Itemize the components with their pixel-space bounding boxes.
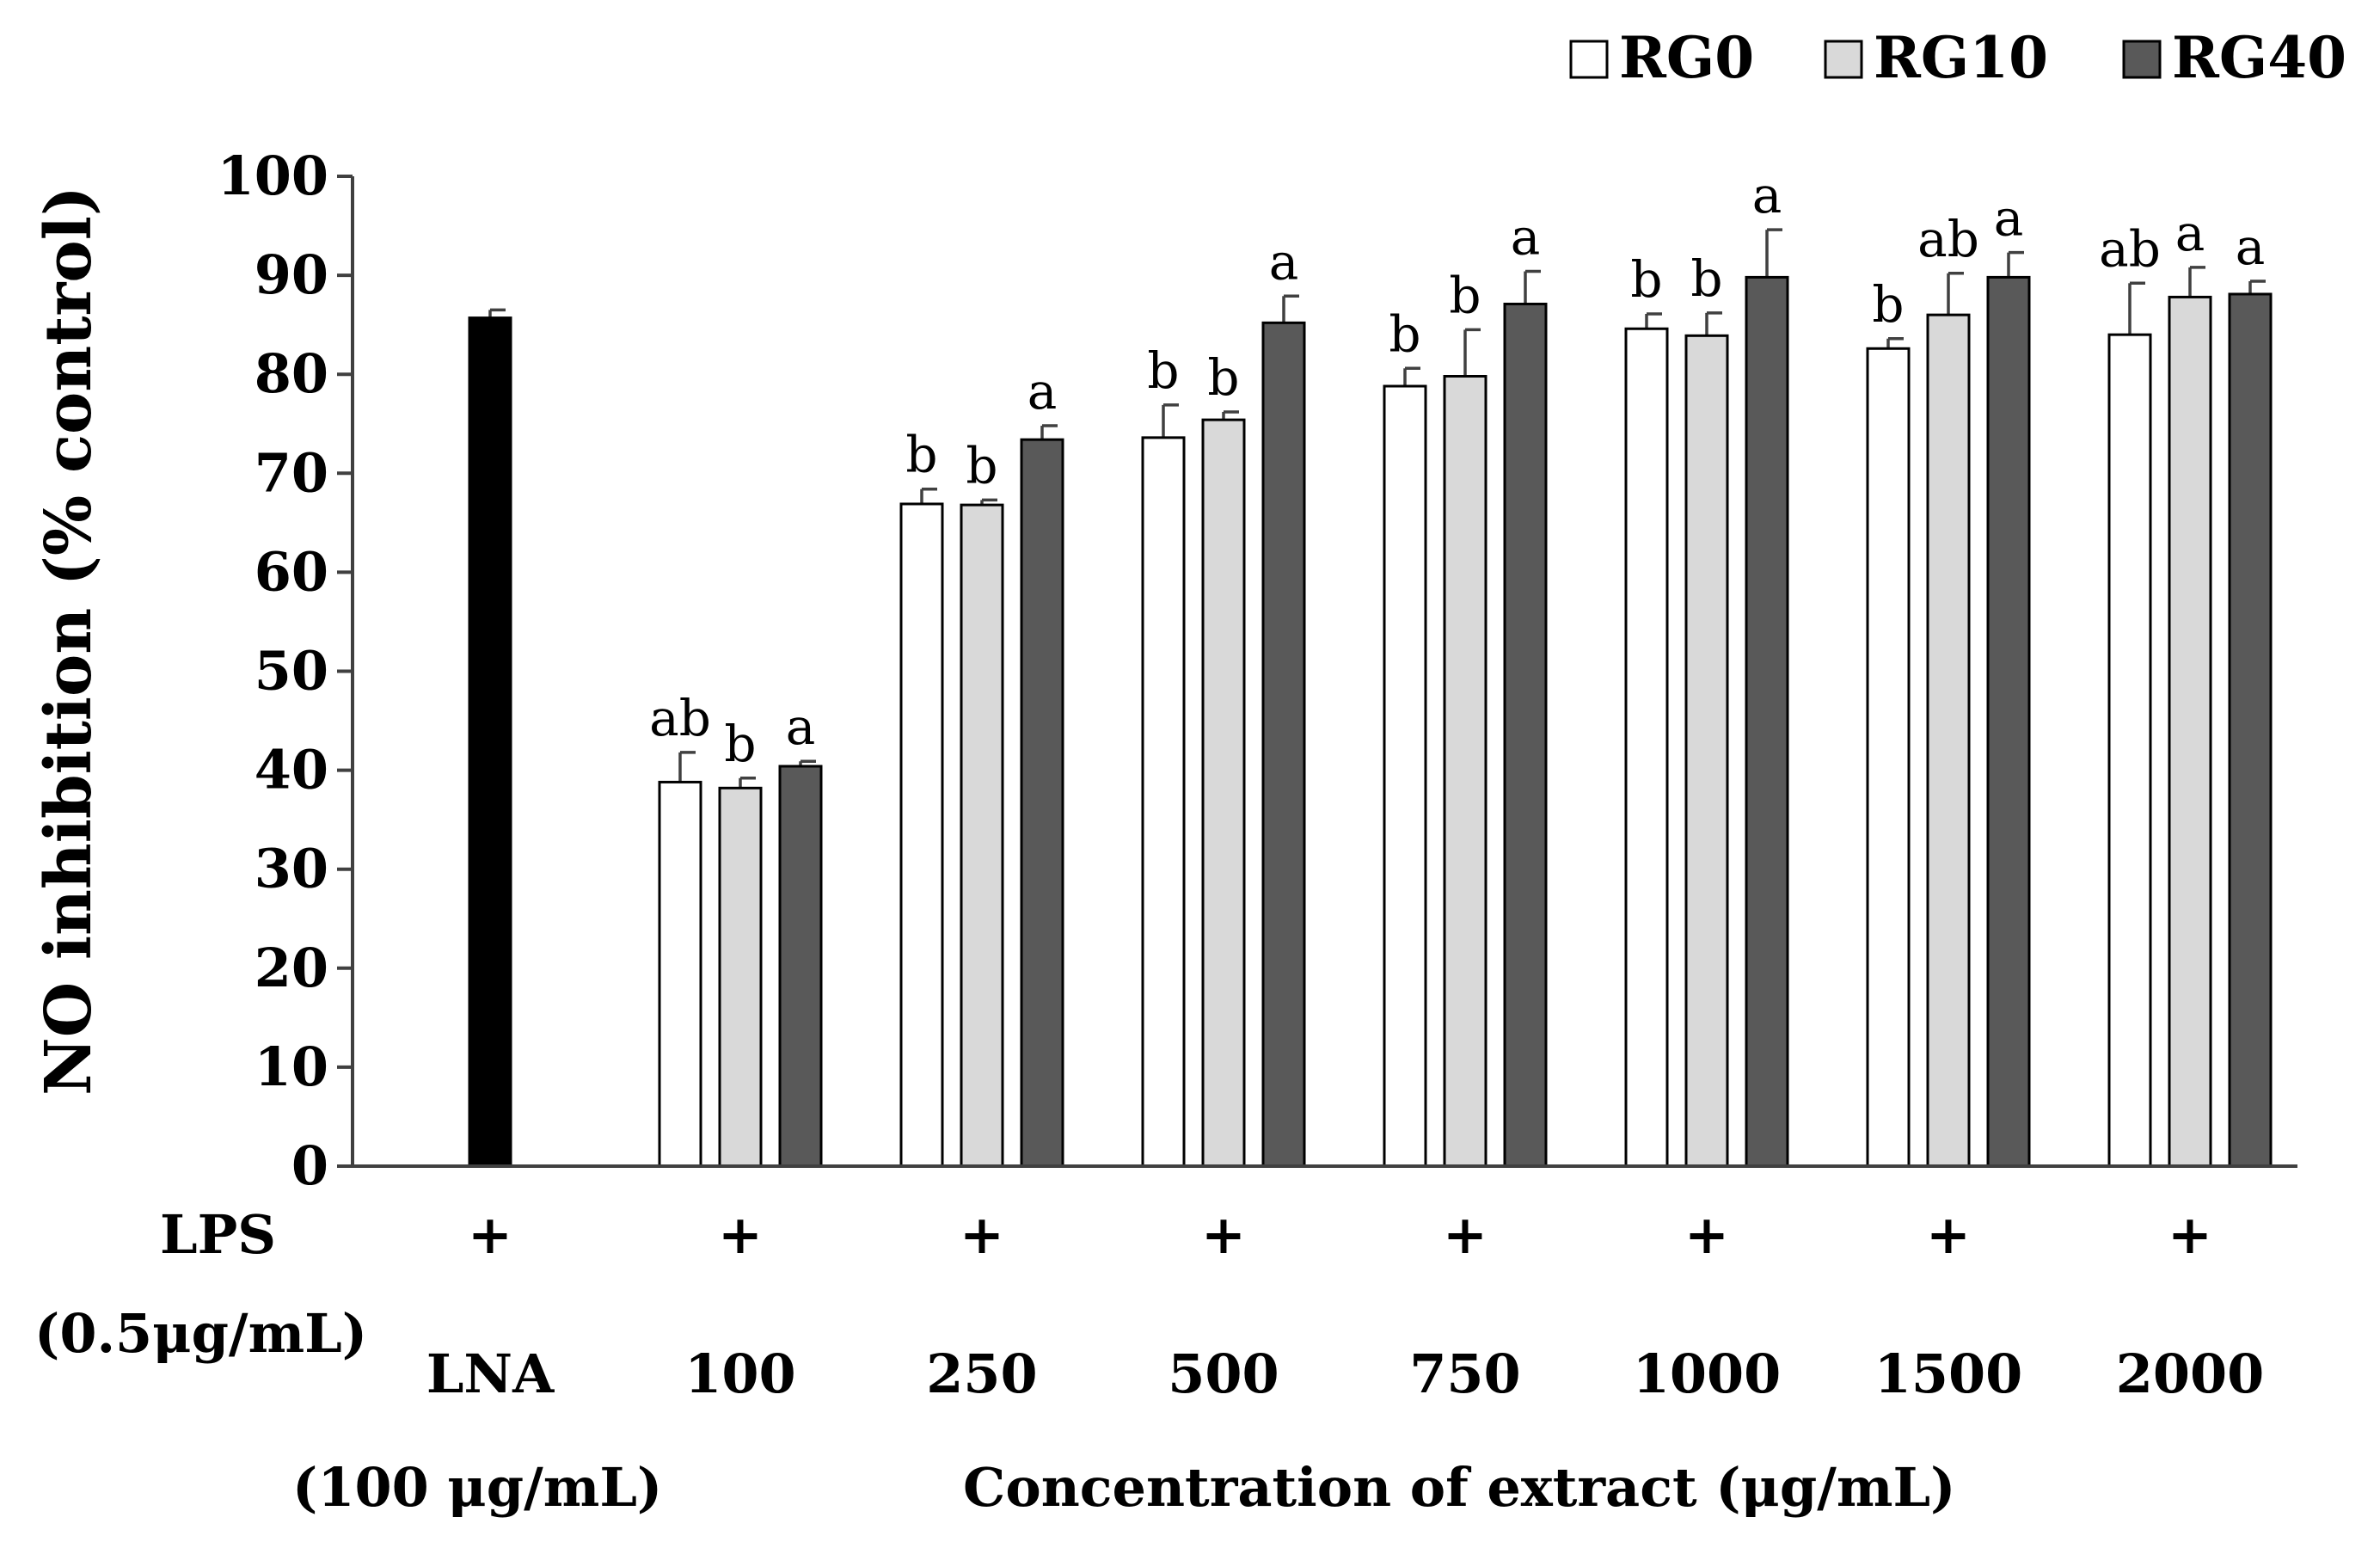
significance-letter: a — [1752, 166, 1782, 224]
x-tick-label: 2000 — [2116, 1342, 2265, 1405]
bar-rg0-750 — [1383, 384, 1427, 1168]
y-tick-label: 20 — [255, 937, 328, 999]
bar-rg40-1000 — [1745, 275, 1789, 1168]
y-tick-label: 80 — [255, 342, 328, 405]
bar-rg40-100 — [778, 765, 823, 1168]
legend-swatch-rg10 — [1824, 40, 1863, 79]
bar-rg0-1000 — [1624, 327, 1669, 1168]
bar-rg0-1500 — [1866, 347, 1911, 1168]
y-tick-label: 0 — [291, 1134, 328, 1197]
x-tick-label: 250 — [926, 1342, 1037, 1405]
x-tick-label: 1500 — [1874, 1342, 2023, 1405]
lna-concentration-label: (100 μg/mL) — [292, 1456, 662, 1519]
significance-letter: b — [1690, 249, 1722, 308]
bar-rg40-500 — [1261, 321, 1306, 1168]
lps-plus-mark: + — [1201, 1203, 1246, 1266]
y-axis-label: NO inhibition (% control) — [32, 186, 106, 1096]
lps-plus-mark: + — [468, 1203, 512, 1266]
significance-letter: a — [1269, 232, 1299, 291]
bar-rg10-2000 — [2168, 295, 2212, 1168]
y-tick-label: 90 — [255, 243, 328, 306]
significance-letter: b — [966, 436, 997, 494]
x-axis: + + + + + + + + LNA 100 250 500 750 1000 1500 2000 — [353, 1164, 2297, 1405]
significance-letter: a — [2175, 204, 2205, 262]
bar-rg10-1500 — [1926, 313, 1971, 1168]
significance-letter: b — [1207, 348, 1239, 407]
significance-letter: a — [1994, 189, 2024, 248]
bar-rg0-2000 — [2107, 333, 2152, 1168]
significance-letter: b — [724, 715, 756, 773]
bar-rg10-500 — [1201, 418, 1246, 1168]
significance-letter: b — [1147, 341, 1179, 400]
lps-plus-mark: + — [960, 1203, 1004, 1266]
bar-rg10-250 — [960, 503, 1004, 1168]
y-tick-label: 30 — [255, 838, 328, 900]
legend-label-rg40: RG40 — [2172, 24, 2346, 91]
x-axis-label: Concentration of extract (μg/mL) — [963, 1456, 1955, 1519]
lps-row-label: LPS — [160, 1203, 276, 1266]
bar-rg0-100 — [658, 780, 702, 1168]
x-tick-label: 500 — [1168, 1342, 1279, 1405]
x-tick-label-control: LNA — [426, 1342, 555, 1405]
legend-label-rg0: RG0 — [1619, 24, 1754, 91]
bar-control-lna — [468, 316, 512, 1168]
y-tick-label: 50 — [255, 640, 328, 703]
significance-letter: a — [1511, 207, 1541, 266]
y-axis: 0 10 20 30 40 50 60 70 80 90 100 — [218, 144, 354, 1197]
bar-rg0-250 — [899, 502, 944, 1168]
significance-letter: ab — [2099, 219, 2161, 278]
legend-swatch-rg0 — [1569, 40, 1609, 79]
lps-concentration-label: (0.5μg/mL) — [34, 1302, 367, 1365]
bar-rg10-100 — [718, 786, 763, 1168]
bar-rg0-500 — [1141, 436, 1186, 1168]
bar-rg40-750 — [1503, 302, 1548, 1168]
significance-letter: a — [786, 697, 816, 756]
significance-letter: ab — [649, 689, 711, 747]
significance-letter: a — [1027, 362, 1058, 421]
y-tick-label: 40 — [255, 739, 328, 802]
legend: RG0 RG10 RG40 — [1569, 24, 2346, 91]
lps-plus-mark: + — [1926, 1203, 1971, 1266]
y-tick-label: 100 — [218, 144, 328, 207]
significance-letter: b — [1872, 275, 1904, 334]
significance-letter: b — [1449, 266, 1481, 324]
bar-rg40-250 — [1020, 438, 1064, 1168]
significance-letter: b — [1389, 304, 1420, 363]
bar-rg40-2000 — [2228, 292, 2273, 1168]
x-tick-label: 1000 — [1633, 1342, 1782, 1405]
bar-rg10-1000 — [1684, 334, 1729, 1168]
significance-letter: ab — [1917, 210, 1979, 268]
significance-letter: a — [2236, 218, 2266, 276]
x-tick-label: 100 — [684, 1342, 795, 1405]
y-tick-label: 60 — [255, 540, 328, 603]
lps-plus-mark: + — [2168, 1203, 2212, 1266]
legend-label-rg10: RG10 — [1874, 24, 2048, 91]
x-tick-label: 750 — [1409, 1342, 1520, 1405]
bar-rg10-750 — [1443, 375, 1488, 1168]
lps-plus-mark: + — [1443, 1203, 1488, 1266]
lps-plus-mark: + — [1684, 1203, 1729, 1266]
y-tick-label: 10 — [255, 1035, 328, 1098]
significance-letter: b — [905, 426, 937, 484]
legend-swatch-rg40 — [2122, 40, 2162, 79]
bar-rg40-1500 — [1986, 275, 2031, 1168]
y-tick-label: 70 — [255, 441, 328, 504]
significance-letter: b — [1630, 250, 1662, 309]
lps-plus-mark: + — [718, 1203, 763, 1266]
